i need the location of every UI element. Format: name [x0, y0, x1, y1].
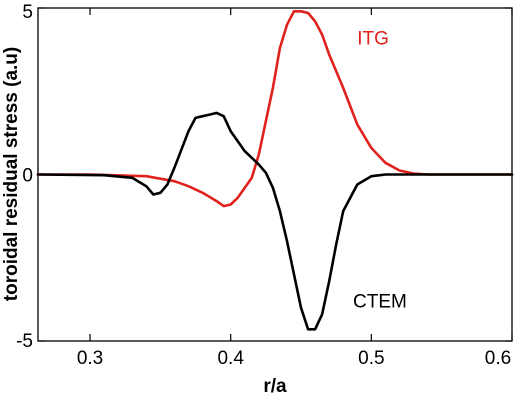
y-tick-label: 0 — [22, 166, 33, 187]
x-tick-label: 0.5 — [358, 348, 384, 369]
x-axis-label: r/a — [263, 376, 287, 397]
series-line-itg — [36, 10, 514, 208]
axis-ticks: 0.3 0.4 0.5 0.6 -5 0 5 — [16, 2, 513, 369]
x-tick-label: 0.4 — [217, 348, 244, 369]
annotation-itg: ITG — [357, 29, 389, 50]
x-tick-label: 0.3 — [77, 348, 103, 369]
series-layer — [36, 10, 514, 331]
y-axis-label: toroidal residual stress (a.u) — [1, 47, 22, 301]
series-line-ctem — [36, 111, 514, 331]
annotation-ctem: CTEM — [353, 292, 407, 313]
annotation-layer: ITG CTEM — [353, 29, 407, 313]
y-tick-label: 5 — [22, 2, 33, 23]
x-tick-label: 0.6 — [485, 348, 511, 369]
y-tick-label: -5 — [16, 331, 33, 352]
